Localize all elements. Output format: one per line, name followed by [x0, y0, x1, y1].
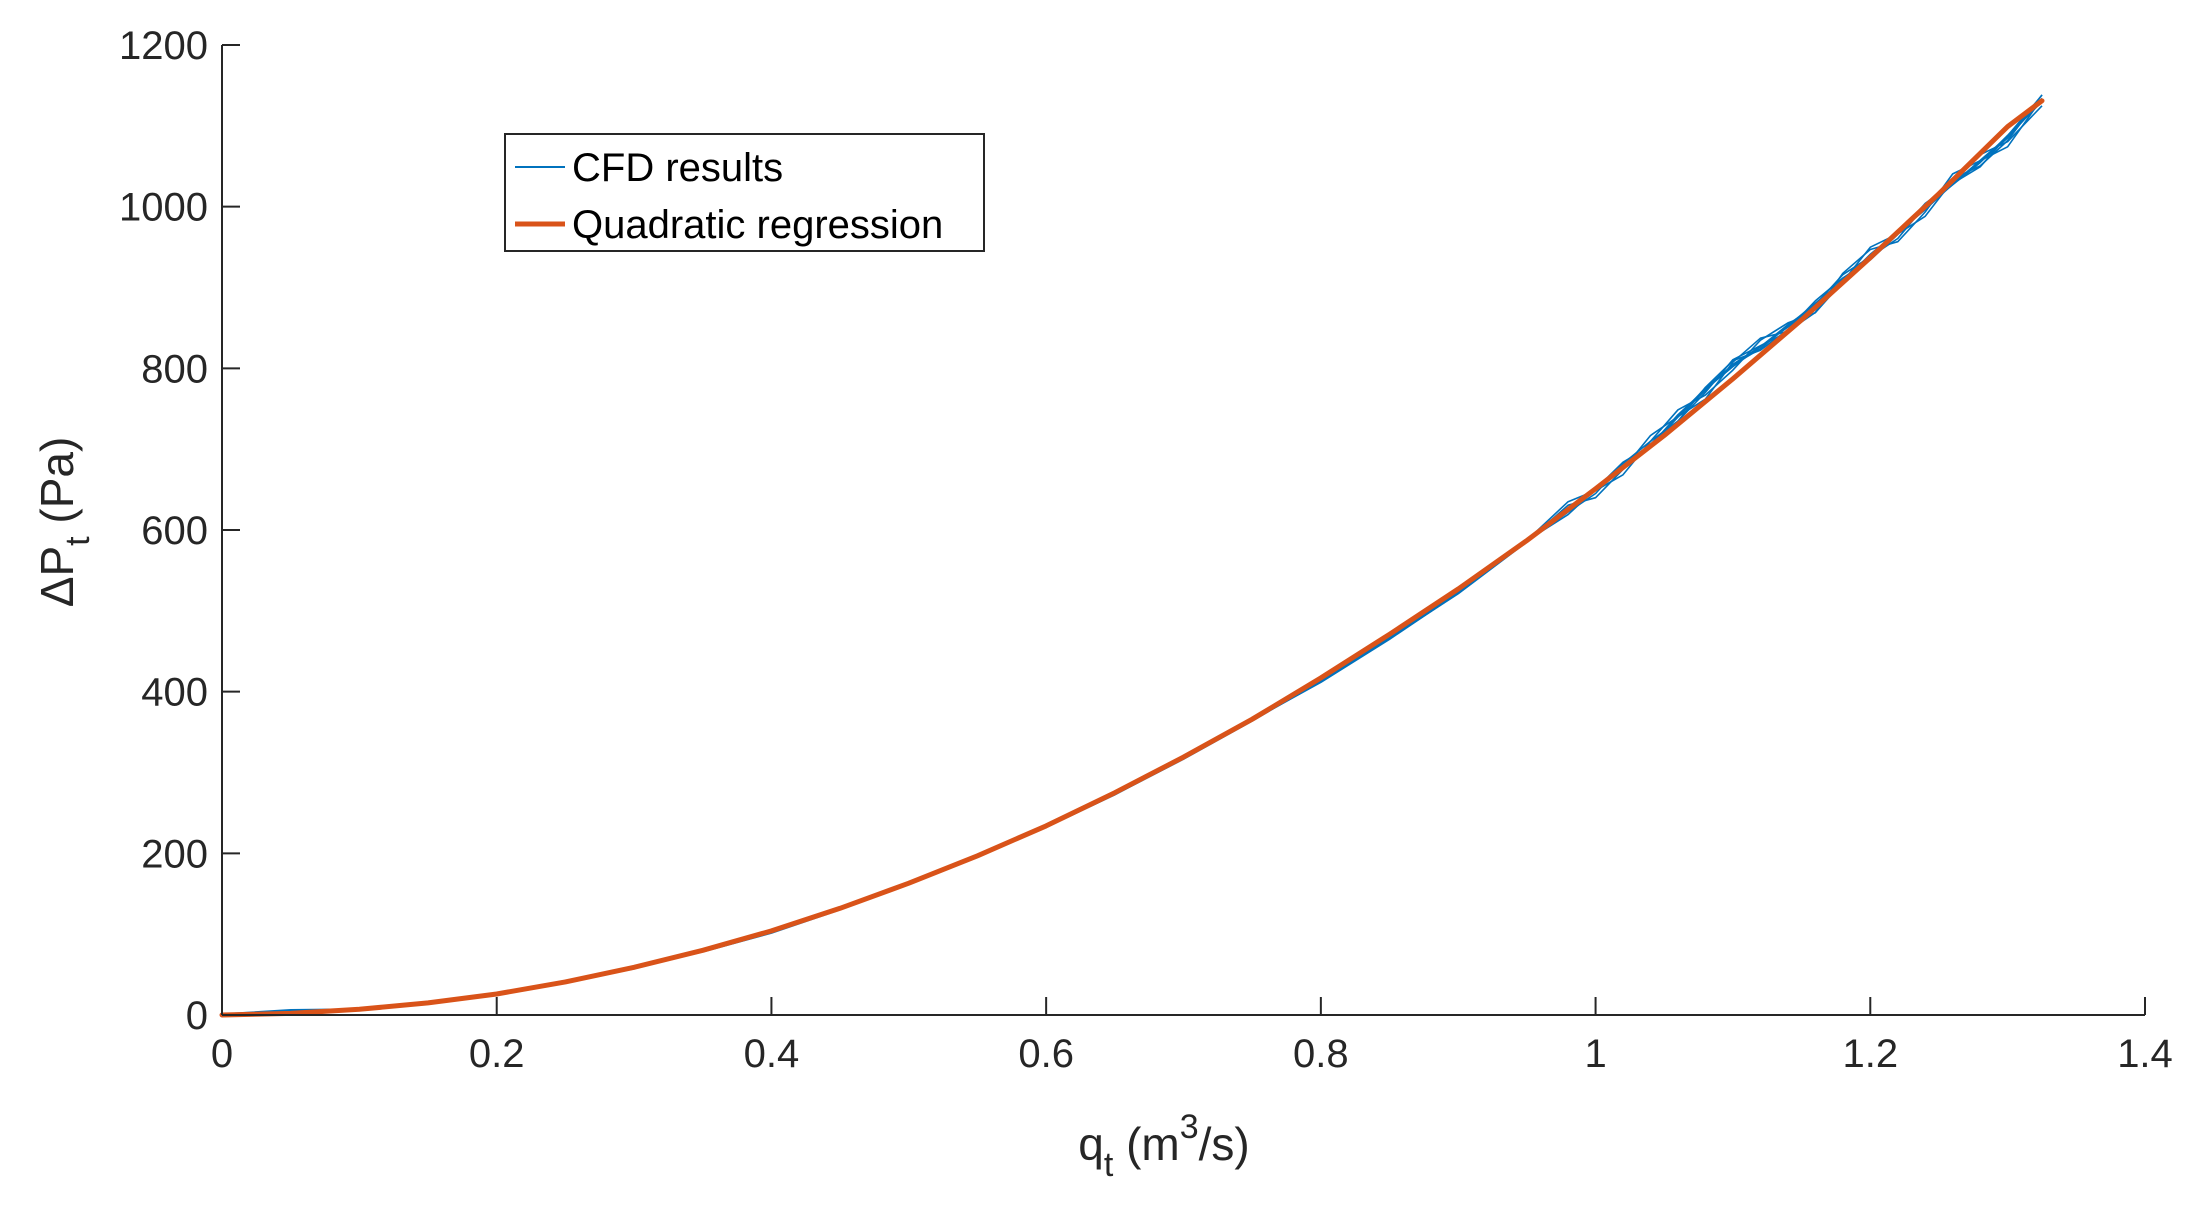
y-axis-label: ΔPt (Pa): [31, 437, 97, 608]
y-tick-label: 400: [141, 671, 208, 715]
y-tick-label: 600: [141, 509, 208, 553]
x-axis-label-pre: (m: [1113, 1118, 1179, 1170]
axes: [221, 44, 2146, 1016]
y-tick-label: 0: [186, 994, 208, 1038]
legend-label-quadratic-regression: Quadratic regression: [572, 203, 943, 247]
y-tick-label: 800: [141, 347, 208, 391]
y-axis-label-sub: t: [59, 536, 97, 546]
x-tick-label: 1.4: [2117, 1032, 2173, 1076]
series-layer: [219, 94, 2045, 1018]
tick-labels: 0 0.2 0.4 0.6 0.8 1 1.2 1.4 0 200 400 600 800 1000 120…: [119, 24, 2173, 1076]
x-axis-label-sub: t: [1104, 1146, 1114, 1184]
y-tick-label: 1200: [119, 24, 208, 68]
legend-box: [504, 133, 985, 252]
x-tick-label: 1.2: [1842, 1032, 1898, 1076]
x-tick-label: 0.8: [1293, 1032, 1349, 1076]
x-axis-label: qt (m3/s): [1078, 1108, 1250, 1184]
x-tick-label: 0.2: [469, 1032, 525, 1076]
legend: CFD results Quadratic regression: [504, 133, 985, 252]
legend-label-cfd-results: CFD results: [572, 146, 783, 190]
x-axis-label-main: q: [1078, 1118, 1104, 1170]
y-axis-label-main: ΔP: [31, 546, 83, 607]
x-axis-label-sup: 3: [1180, 1108, 1199, 1146]
y-tick-label: 1000: [119, 186, 208, 230]
series-line-quadratic-regression: [219, 98, 2045, 1018]
x-tick-label: 0: [211, 1032, 233, 1076]
x-tick-label: 0.4: [744, 1032, 800, 1076]
x-axis-label-post: /s): [1199, 1118, 1250, 1170]
x-tick-label: 1: [1584, 1032, 1606, 1076]
x-tick-label: 0.6: [1018, 1032, 1074, 1076]
y-axis-label-post: (Pa): [31, 437, 83, 537]
y-tick-label: 200: [141, 832, 208, 876]
